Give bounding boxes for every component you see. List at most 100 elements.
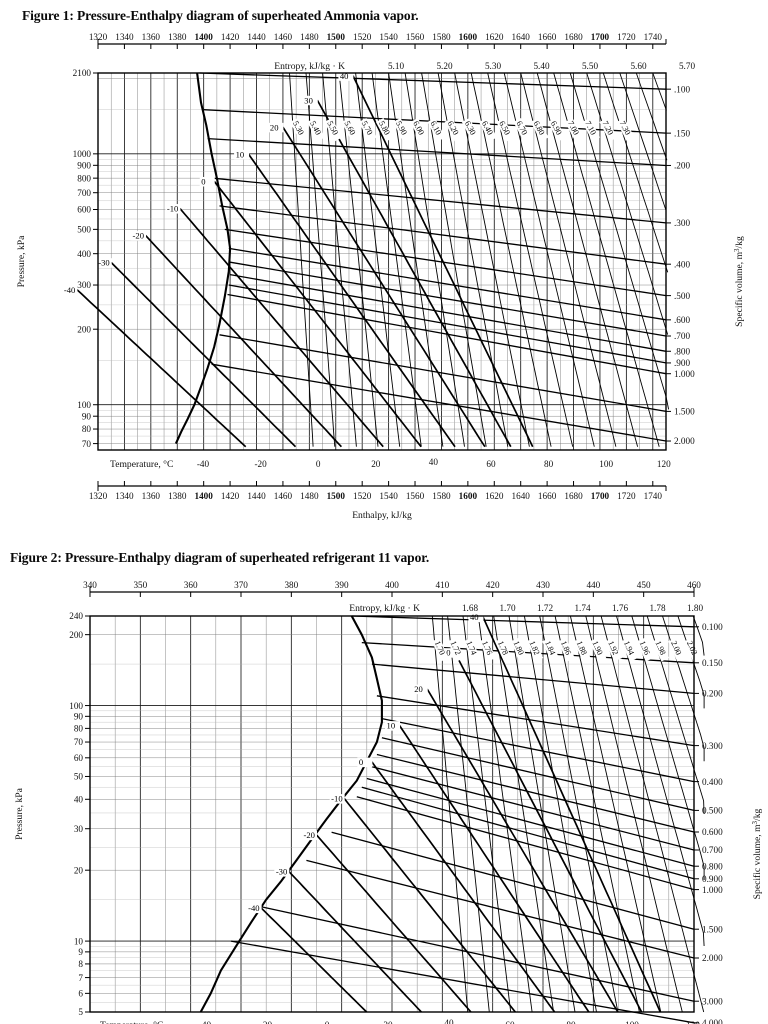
left-axis-tick-label: 60 xyxy=(74,753,84,763)
label-halo xyxy=(547,117,566,142)
label-halo xyxy=(589,637,607,662)
axes: 340 350 360 370 380 390 400 410 420 430 440 450 4602… xyxy=(14,580,763,1024)
label-halo xyxy=(599,117,618,142)
entropy-axis-tick-label: 1.78 xyxy=(649,603,665,613)
label-halo xyxy=(461,117,480,142)
right-axis-tick-label: 1.000 xyxy=(674,369,695,379)
right-axis-tick-label: .800 xyxy=(674,346,690,356)
entropy-line xyxy=(585,615,683,1013)
label-halo xyxy=(542,637,559,662)
entropy-axis-tick-label: 5.20 xyxy=(436,61,452,71)
left-axis-tick-label: 100 xyxy=(77,400,91,410)
entropy-line xyxy=(586,72,669,335)
isotherm-line xyxy=(76,288,247,448)
top-axis-tick-label: 1700 xyxy=(591,32,610,42)
entropy-axis-tick-label: 1.68 xyxy=(462,603,478,613)
right-axis-tick-label: 2.000 xyxy=(674,436,695,446)
right-axis-tick-label: 3.000 xyxy=(702,996,723,1006)
label-halo xyxy=(636,637,654,662)
label-halo xyxy=(329,794,345,804)
right-axis-tick-label: 0.150 xyxy=(702,658,723,668)
isotherm-label: 20 xyxy=(270,122,279,132)
bottom-axis-tick-label: 1600 xyxy=(459,491,478,501)
bottom-axis-tick-label: 1380 xyxy=(168,491,187,501)
entropy-line xyxy=(503,72,595,447)
right-axis-tick-label: 0.100 xyxy=(702,622,723,632)
right-axis-tick-label: 0.500 xyxy=(702,806,723,816)
isotherm-line xyxy=(316,99,512,448)
entropy-axis-tick-label: 5.60 xyxy=(630,61,646,71)
isotherm-line xyxy=(315,834,472,1013)
left-axis-tick-label: 240 xyxy=(69,611,83,621)
label-halo xyxy=(131,231,147,241)
bottom-axis-tick-label: 1560 xyxy=(406,491,425,501)
label-halo xyxy=(96,258,112,268)
entropy-axis-tick-label: 1.70 xyxy=(499,603,515,613)
top-axis-tick-label: 410 xyxy=(435,580,449,590)
entropy-line xyxy=(536,72,639,447)
right-axis-tick-label: .300 xyxy=(674,218,690,228)
left-axis-tick-label: 800 xyxy=(77,173,91,183)
entropy-line xyxy=(477,615,533,1013)
right-axis-tick-label: .700 xyxy=(674,331,690,341)
bottom-axis-tick-label: 1400 xyxy=(194,491,213,501)
specific-volume-line xyxy=(219,334,667,413)
top-axis-tick-label: 440 xyxy=(586,580,600,590)
label-halo xyxy=(410,117,429,142)
temperature-axis-tick-label: 0 xyxy=(316,459,321,469)
isotherm-line xyxy=(454,652,643,1013)
specific-volume-line xyxy=(366,777,695,867)
left-axis-tick-label: 700 xyxy=(77,188,91,198)
isotherm-label: -20 xyxy=(304,830,315,840)
label-halo xyxy=(565,117,583,142)
label-halo xyxy=(393,117,411,142)
saturation-vapor-line xyxy=(199,615,383,1013)
axes: 1320 1340 1360 1380 1400 1420 1440 1460 1480 1500… xyxy=(16,32,745,521)
right-axis-tick-label: .500 xyxy=(674,291,690,301)
entropy-line xyxy=(631,615,705,880)
bottom-axis-tick-label: 1500 xyxy=(327,491,346,501)
entropy-line xyxy=(388,72,444,447)
entropy-line xyxy=(470,72,552,447)
isotherm-line xyxy=(282,126,486,448)
figure-2-chart: 403020100-10-20-30-401.701.721.741.761.7… xyxy=(0,572,768,1024)
label-halo xyxy=(616,117,635,142)
temperature-axis-tick-label: 40 xyxy=(429,457,439,467)
top-axis-tick-label: 460 xyxy=(687,580,701,590)
specific-volume-line xyxy=(351,615,695,628)
label-halo xyxy=(427,117,446,142)
specific-volume-line xyxy=(260,906,695,1002)
label-halo xyxy=(302,95,318,106)
left-axis-tick-label: 300 xyxy=(77,280,91,290)
right-axis-tick-label: .150 xyxy=(674,128,690,138)
entropy-line xyxy=(355,72,401,447)
entropy-axis-tick-label: 5.10 xyxy=(388,61,404,71)
isotherm-label: -30 xyxy=(276,867,287,877)
right-axis-tick-label: 0.300 xyxy=(702,741,723,751)
isotherm-label: 10 xyxy=(236,149,245,159)
label-halo xyxy=(510,637,528,662)
specific-volume-line xyxy=(219,205,667,265)
specific-volume-line xyxy=(356,796,695,891)
top-axis-tick-label: 1320 xyxy=(89,32,108,42)
label-halo xyxy=(479,117,497,142)
left-axis-tick-label: 80 xyxy=(82,424,92,434)
temperature-axis-tick-label: 40 xyxy=(444,1018,454,1024)
left-axis-label: Pressure, kPa xyxy=(16,235,27,287)
bottom-axis-tick-label: 1620 xyxy=(485,491,504,501)
temperature-axis-tick-label: 60 xyxy=(505,1020,515,1024)
isotherm-line xyxy=(213,180,422,448)
left-axis-tick-label: 70 xyxy=(82,439,92,449)
label-halo xyxy=(447,637,465,662)
entropy-axis-tick-label: 5.40 xyxy=(533,61,549,71)
specific-volume-line xyxy=(381,717,695,783)
right-axis-tick-label: .900 xyxy=(674,358,690,368)
figure-1-chart: 40 30 20 10 0 -10 -20 -30 -40 5.30 5.40 5.50 5.60 5.7… xyxy=(0,28,768,533)
label-halo xyxy=(268,122,284,133)
label-halo xyxy=(513,117,532,142)
specific-volume-line xyxy=(376,753,695,833)
bottom-axis-tick-label: 1720 xyxy=(617,491,636,501)
entropy-line xyxy=(692,615,705,656)
specific-volume-line xyxy=(207,137,667,167)
label-halo xyxy=(385,721,401,731)
